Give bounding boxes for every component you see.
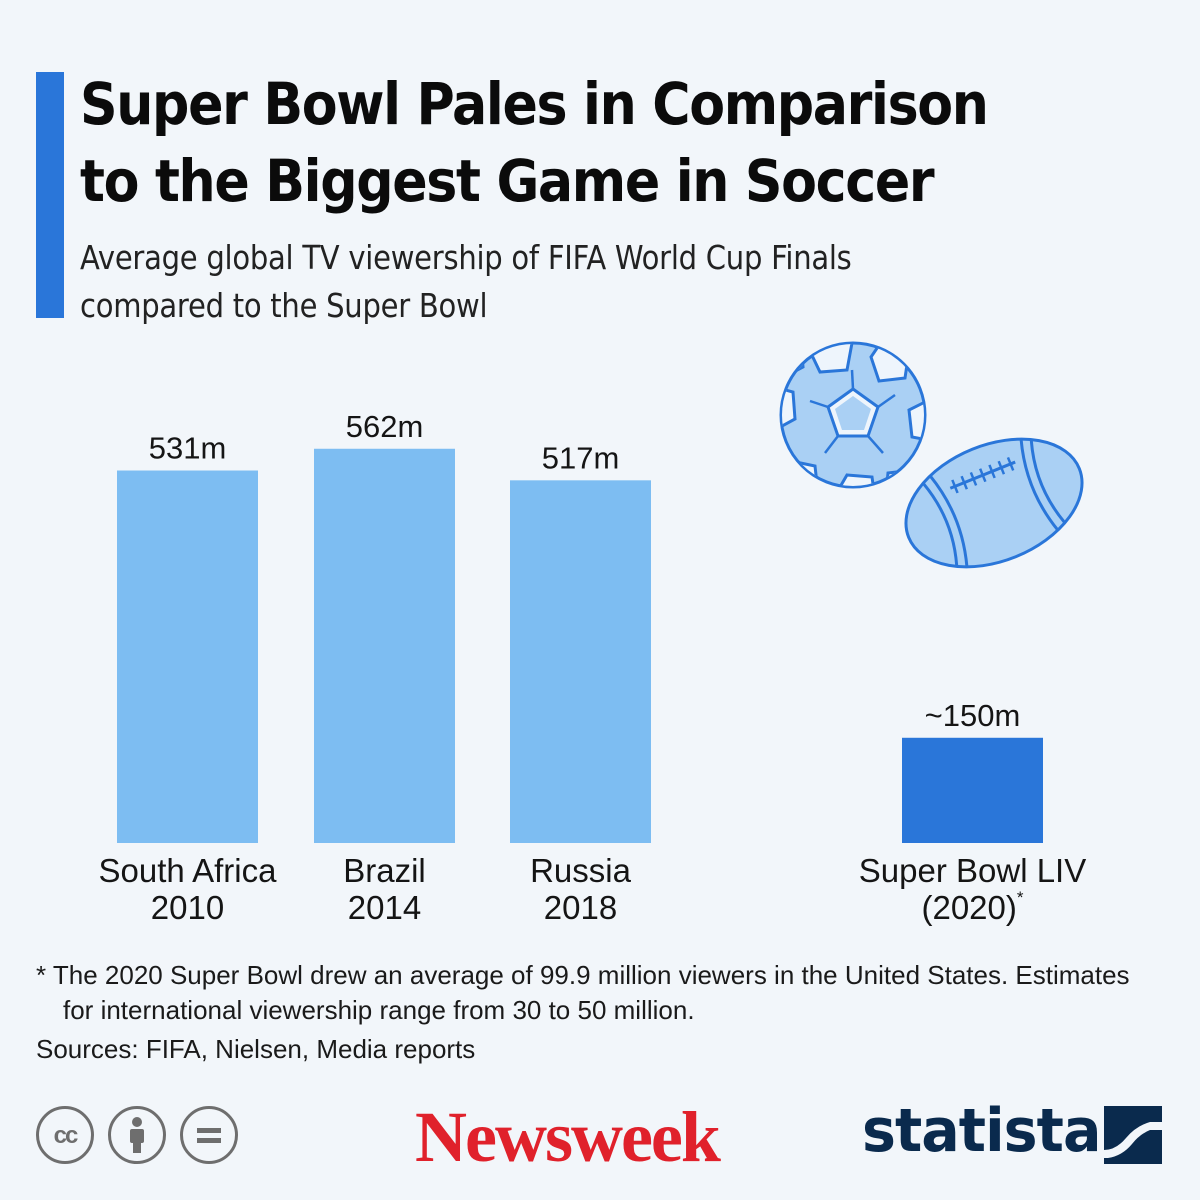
subtitle-line-1: Average global TV viewership of FIFA Wor… [80,238,852,277]
title-line-1: Super Bowl Pales in Comparison [80,70,989,138]
value-label-0: 531m [149,431,227,466]
category-label-1-line2: 2014 [348,889,421,926]
category-label-1-line1: Brazil [343,852,426,889]
creative-commons-text: cc [53,1122,79,1149]
attribution-icon[interactable] [108,1106,166,1164]
footnote: * The 2020 Super Bowl drew an average of… [36,960,1130,1025]
title-line-2: to the Biggest Game in Soccer [80,147,935,215]
american-football-icon [904,437,1084,569]
newsweek-logo[interactable]: Newsweek [415,1097,721,1177]
category-label-3-line1: Super Bowl LIV [859,852,1086,889]
category-label-0-line2: 2010 [151,889,224,926]
footnote-marker: * [1017,888,1024,907]
category-label-0-line1: South Africa [99,852,278,889]
category-label-2-line2: 2018 [544,889,617,926]
chart-title: Super Bowl Pales in Comparison to the Bi… [80,66,1052,220]
category-label-3-line2: (2020)* [921,888,1023,926]
bar-2 [510,480,651,843]
value-label-2: 517m [542,440,620,475]
subtitle-line-2: compared to the Super Bowl [80,286,488,325]
accent-bar [36,72,64,318]
chart-subtitle: Average global TV viewership of FIFA Wor… [80,234,1030,330]
value-label-3: ~150m [925,698,1021,733]
bar-3 [902,737,1043,843]
bar-0 [117,470,258,843]
statista-mark-icon [1104,1106,1162,1164]
sources: Sources: FIFA, Nielsen, Media reports [36,1034,476,1064]
creative-commons-icon[interactable]: cc [36,1106,94,1164]
bar-1 [314,448,455,843]
no-derivatives-icon[interactable] [180,1106,238,1164]
category-label-2-line1: Russia [530,852,632,889]
value-label-1: 562m [346,409,424,444]
statista-logo[interactable]: statista [862,1096,1101,1166]
